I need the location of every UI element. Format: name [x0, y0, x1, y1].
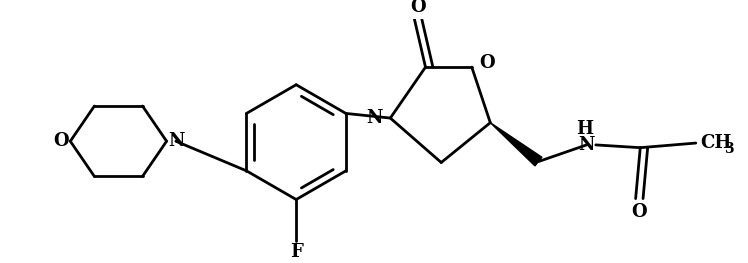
Text: 3: 3 — [725, 141, 734, 156]
Text: N: N — [367, 109, 383, 127]
Text: N: N — [578, 136, 595, 154]
Polygon shape — [490, 123, 542, 166]
Text: O: O — [53, 132, 69, 150]
Text: CH: CH — [700, 134, 732, 152]
Text: N: N — [168, 132, 185, 150]
Text: O: O — [410, 0, 426, 16]
Text: O: O — [479, 53, 495, 72]
Text: F: F — [289, 243, 303, 261]
Text: O: O — [631, 203, 647, 221]
Text: H: H — [576, 120, 593, 138]
